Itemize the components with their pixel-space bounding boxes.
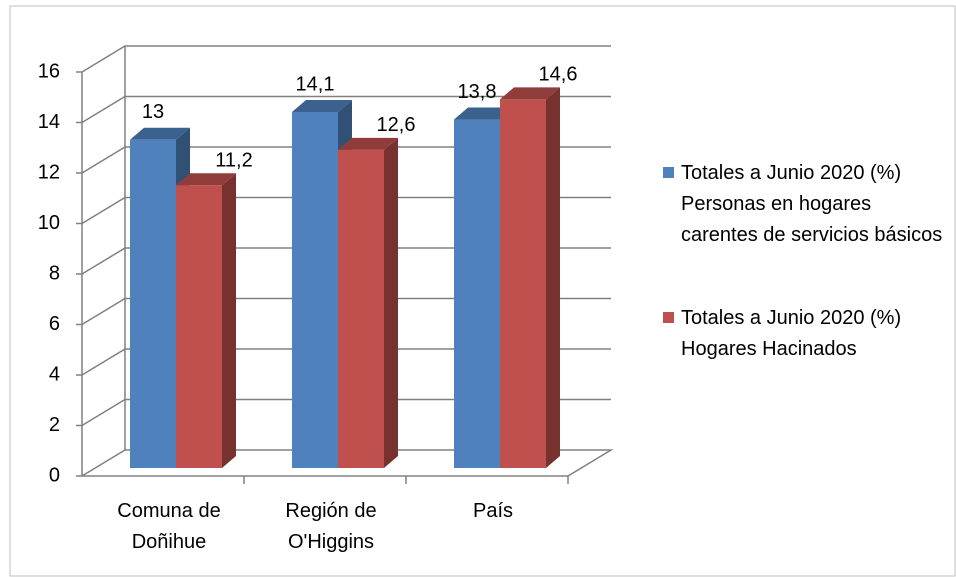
- x-tick-label: Región de O'Higgins: [285, 500, 377, 553]
- y-tick-label: 6: [49, 313, 60, 335]
- legend-label: Totales a Junio 2020 (%) Hogares Hacinad…: [681, 307, 902, 360]
- bar-top: [454, 107, 514, 120]
- value-label: 13,8: [458, 81, 497, 103]
- bar: [454, 119, 500, 469]
- x-tick-label: Comuna de Doñihue: [117, 500, 221, 553]
- bar-top: [500, 87, 560, 100]
- legend-item: Totales a Junio 2020 (%) Hogares Hacinad…: [663, 303, 948, 365]
- bar: [500, 99, 546, 468]
- legend-swatch: [663, 312, 674, 323]
- legend-item: Totales a Junio 2020 (%) Personas en hog…: [663, 158, 948, 251]
- value-label: 14,6: [539, 64, 578, 86]
- bar: [292, 111, 338, 468]
- y-tick-label: 16: [38, 60, 60, 82]
- bar: [338, 149, 384, 468]
- legend-swatch: [663, 167, 674, 178]
- y-tick-label: 4: [49, 363, 60, 385]
- value-label: 12,6: [377, 114, 416, 136]
- value-label: 14,1: [296, 73, 335, 95]
- bar-top: [338, 137, 398, 150]
- bar-top: [130, 127, 190, 140]
- value-label: 13: [142, 101, 164, 123]
- y-tick-label: 8: [49, 262, 60, 284]
- y-tick-label: 2: [49, 414, 60, 436]
- bar-top: [292, 99, 352, 112]
- bar-side: [384, 137, 398, 468]
- legend-label: Totales a Junio 2020 (%) Personas en hog…: [681, 162, 943, 246]
- y-tick-label: 10: [38, 212, 60, 234]
- y-tick-label: 14: [38, 111, 60, 133]
- value-label: 11,2: [215, 149, 252, 171]
- y-tick-label: 12: [38, 161, 60, 183]
- bar-top: [176, 173, 236, 186]
- bar: [176, 185, 222, 468]
- bar: [130, 139, 176, 468]
- x-tick-label: País: [472, 500, 514, 522]
- bar-side: [222, 173, 236, 468]
- bar-side: [546, 87, 560, 468]
- y-tick-label: 0: [49, 464, 60, 486]
